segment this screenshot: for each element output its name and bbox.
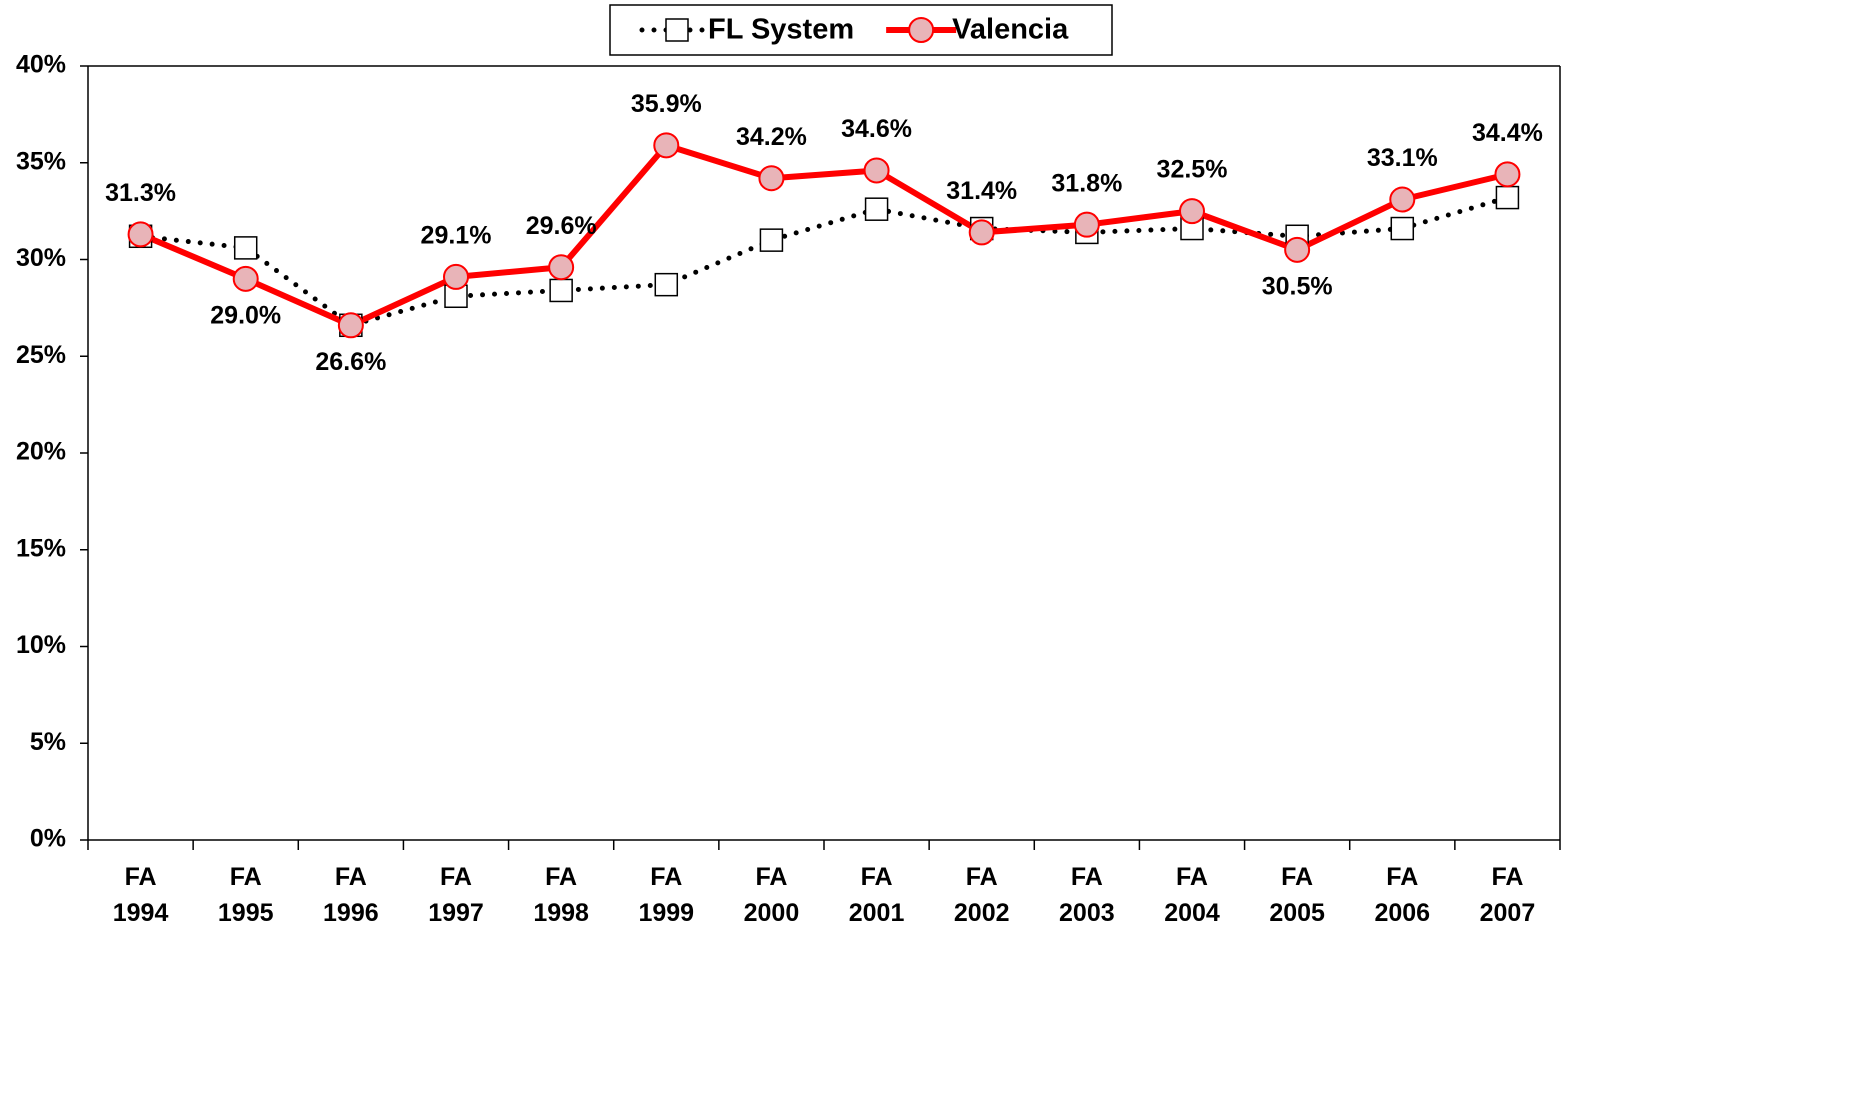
data-point (232, 265, 259, 292)
data-point (1389, 186, 1416, 213)
y-tick-label: 5% (30, 728, 66, 756)
data-point (443, 263, 469, 290)
x-tick-label: FA 2001 (849, 863, 905, 927)
data-point (1390, 216, 1415, 241)
y-tick-label: 30% (16, 244, 66, 272)
x-tick-label: FA 2005 (1269, 863, 1325, 927)
data-label: 29.0% (210, 301, 281, 329)
legend-label: FL System (708, 14, 854, 46)
data-label: 31.4% (946, 177, 1017, 205)
x-tick-label: FA 1996 (323, 863, 379, 927)
data-label: 33.1% (1367, 144, 1438, 172)
x-tick-label: FA 1997 (428, 863, 484, 927)
data-point (863, 157, 890, 184)
y-tick-label: 0% (30, 825, 66, 853)
data-point (1179, 198, 1205, 225)
y-tick-label: 15% (16, 534, 66, 562)
x-tick-label: FA 2002 (954, 863, 1010, 927)
data-point (758, 165, 785, 192)
x-tick-label: FA 1994 (113, 863, 169, 927)
data-label: 32.5% (1157, 156, 1228, 184)
data-label: 31.8% (1051, 169, 1122, 197)
x-tick-label: FA 2006 (1374, 863, 1430, 927)
x-tick-label: FA 1995 (218, 863, 274, 927)
data-point (653, 132, 680, 159)
data-point (233, 236, 258, 260)
data-label: 34.4% (1472, 119, 1543, 147)
data-label: 30.5% (1262, 272, 1333, 300)
data-label: 34.6% (841, 115, 912, 143)
y-tick-label: 35% (16, 147, 66, 175)
series-line (139, 142, 1509, 329)
y-tick-label: 20% (16, 438, 66, 466)
data-point (1495, 185, 1520, 210)
data-point (548, 254, 575, 281)
data-label: 26.6% (315, 348, 386, 376)
data-point (337, 312, 364, 339)
y-tick-label: 25% (16, 341, 66, 369)
data-point (1284, 236, 1311, 263)
data-label: 31.3% (105, 179, 176, 207)
x-tick-label: FA 2007 (1480, 863, 1536, 927)
legend-box (609, 4, 1113, 56)
y-tick-label: 40% (16, 51, 66, 79)
x-tick-label: FA 2004 (1164, 863, 1220, 927)
y-tick-label: 10% (16, 631, 66, 659)
data-point (654, 272, 679, 297)
data-label: 34.2% (736, 123, 807, 151)
x-tick-label: FA 1999 (638, 863, 694, 927)
legend-marker (908, 17, 935, 43)
data-point (1494, 161, 1521, 188)
x-tick-label: FA 2000 (744, 863, 800, 927)
data-point (864, 197, 889, 221)
data-label: 35.9% (631, 90, 702, 118)
x-tick-label: FA 1998 (533, 863, 589, 927)
data-label: 29.1% (421, 222, 492, 250)
data-point (1073, 211, 1100, 238)
data-point (127, 221, 154, 248)
x-tick-label: FA 2003 (1059, 863, 1115, 927)
data-point (549, 278, 573, 303)
data-label: 29.6% (526, 212, 597, 240)
data-point (759, 228, 784, 252)
legend-marker (665, 18, 689, 42)
legend-label: Valencia (952, 14, 1069, 46)
data-point (968, 219, 995, 246)
